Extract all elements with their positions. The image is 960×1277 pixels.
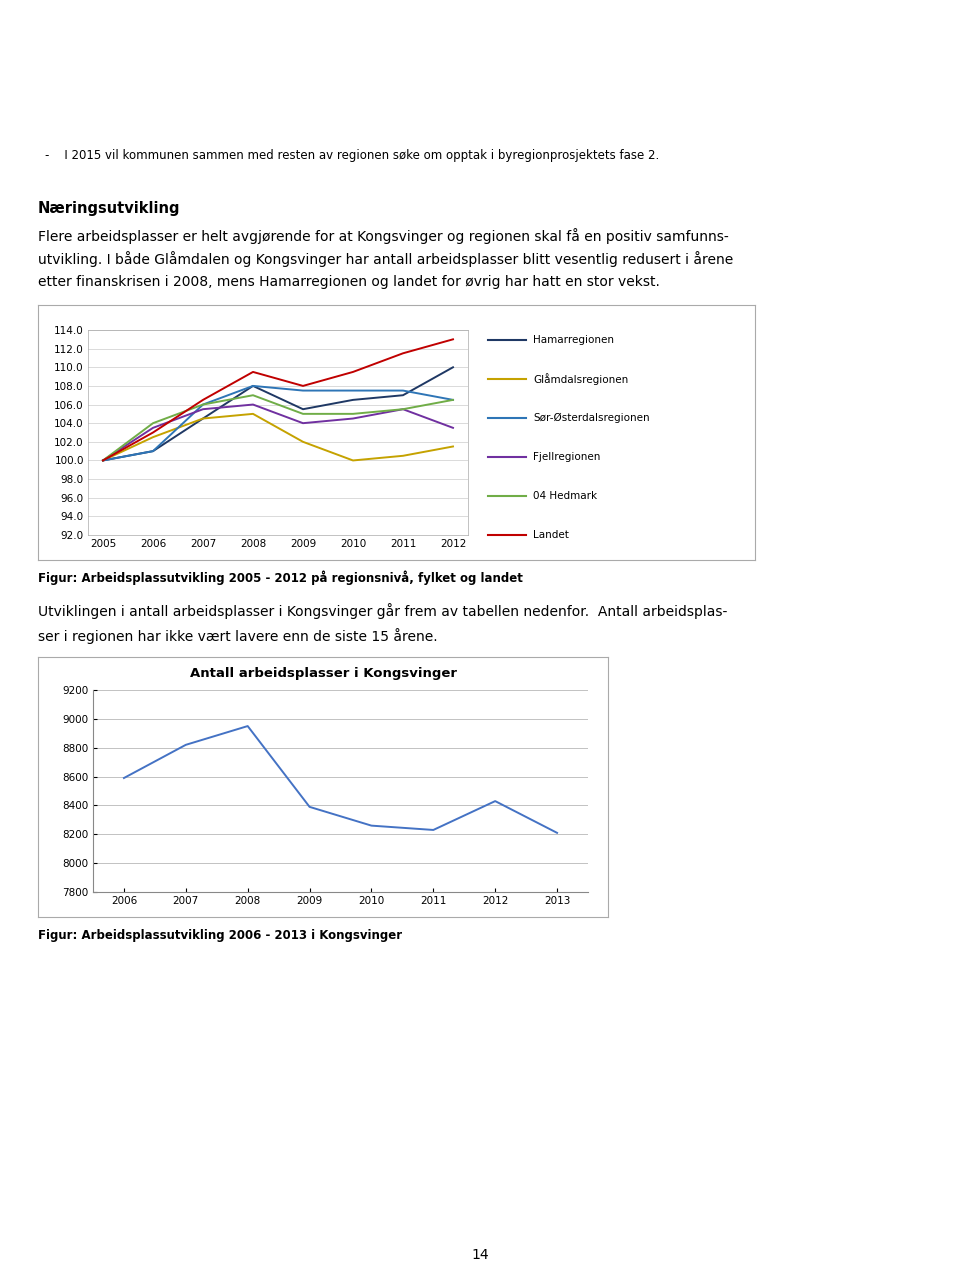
Text: ser i regionen har ikke vært lavere enn de siste 15 årene.: ser i regionen har ikke vært lavere enn … [38,628,438,644]
Text: utvikling. I både Glåmdalen og Kongsvinger har antall arbeidsplasser blitt vesen: utvikling. I både Glåmdalen og Kongsving… [38,252,733,267]
Text: Antall arbeidsplasser i Kongsvinger: Antall arbeidsplasser i Kongsvinger [189,667,457,679]
Text: Figur: Arbeidsplassutvikling 2005 - 2012 på regionsnivå, fylket og landet: Figur: Arbeidsplassutvikling 2005 - 2012… [38,571,523,585]
Text: etter finanskrisen i 2008, mens Hamarregionen og landet for øvrig har hatt en st: etter finanskrisen i 2008, mens Hamarreg… [38,275,660,289]
Text: 04 Hedmark: 04 Hedmark [533,492,597,502]
Text: Utviklingen i antall arbeidsplasser i Kongsvinger går frem av tabellen nedenfor.: Utviklingen i antall arbeidsplasser i Ko… [38,603,728,619]
Text: -    I 2015 vil kommunen sammen med resten av regionen søke om opptak i byregion: - I 2015 vil kommunen sammen med resten … [45,149,660,162]
Text: Flere arbeidsplasser er helt avgjørende for at Kongsvinger og regionen skal få e: Flere arbeidsplasser er helt avgjørende … [38,229,729,244]
Text: Hamarregionen: Hamarregionen [533,335,614,345]
Text: Glåmdalsregionen: Glåmdalsregionen [533,373,628,384]
Text: Figur: Arbeidsplassutvikling 2006 - 2013 i Kongsvinger: Figur: Arbeidsplassutvikling 2006 - 2013… [38,928,402,941]
Text: 14: 14 [471,1248,489,1262]
Text: Landet: Landet [533,530,569,540]
Text: Sør-Østerdalsregionen: Sør-Østerdalsregionen [533,412,650,423]
Text: Næringsutvikling: Næringsutvikling [38,202,180,217]
Text: Fjellregionen: Fjellregionen [533,452,600,462]
